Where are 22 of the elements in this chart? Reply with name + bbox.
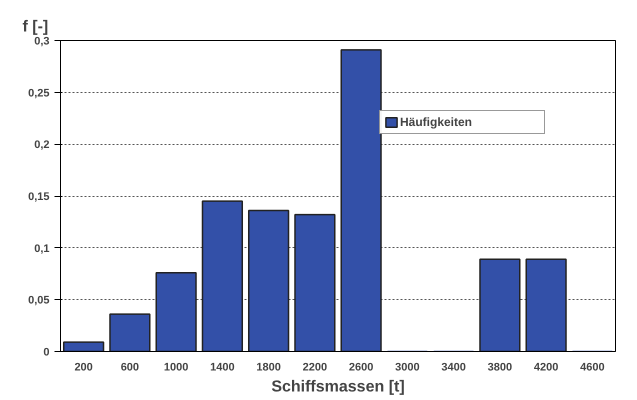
x-tick-label: 200 [74, 362, 93, 374]
x-tick-label: 2600 [348, 362, 374, 374]
y-tick-label: 0 [43, 346, 50, 358]
legend-label: Häufigkeiten [400, 115, 474, 129]
x-tick-label: 1000 [164, 362, 188, 374]
y-tick-label: 0,1 [34, 242, 50, 255]
y-tick-label: 0,05 [28, 294, 50, 307]
x-tick-label: 600 [120, 362, 140, 374]
y-tick-label: 0,15 [28, 191, 50, 203]
x-tick-label: 2200 [302, 362, 328, 374]
y-tick-label: 0,3 [34, 36, 50, 48]
x-tick-label: 1400 [210, 362, 235, 374]
y-axis-title: f [-] [22, 18, 48, 36]
x-tick-label: 3800 [488, 362, 512, 374]
x-tick-label: 1800 [256, 362, 281, 374]
x-tick-label: 4600 [580, 362, 605, 374]
x-axis-title: Schiffsmassen [t] [271, 378, 405, 396]
x-tick-label: 3400 [441, 362, 466, 374]
y-tick-label: 0,2 [34, 139, 50, 152]
y-tick-label: 0,25 [28, 87, 50, 100]
x-tick-label: 3000 [395, 362, 420, 374]
x-tick-label: 4200 [534, 362, 558, 374]
